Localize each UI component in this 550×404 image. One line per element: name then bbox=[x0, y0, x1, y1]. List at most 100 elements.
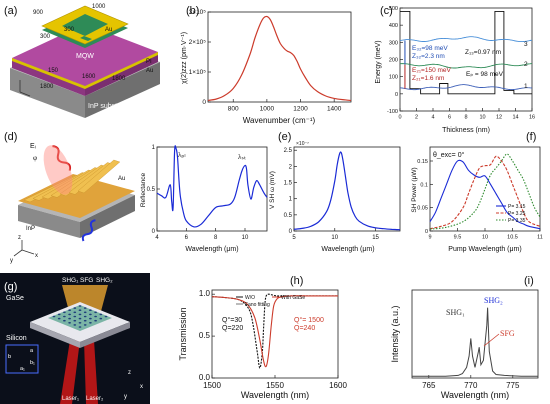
crystal-hole bbox=[94, 319, 97, 322]
crystal-hole bbox=[78, 326, 82, 328]
grating-substrate-front bbox=[18, 205, 80, 238]
y-tick-label: 2×10⁵ bbox=[189, 39, 207, 46]
y-tick-label: 3×10⁵ bbox=[189, 9, 207, 16]
unit-a1: a₁ bbox=[20, 366, 25, 372]
au-grating-label: Au bbox=[118, 176, 125, 182]
panel-d-series-line bbox=[156, 145, 268, 228]
grating-stripe bbox=[77, 159, 121, 194]
crystal-hole bbox=[94, 311, 97, 314]
panel-label-a: (a) bbox=[4, 5, 17, 17]
x-tick-label: 800 bbox=[228, 106, 239, 113]
y-tick-label: 2.5 bbox=[284, 148, 293, 154]
panel-b-series-line bbox=[207, 15, 352, 102]
crystal-hole bbox=[63, 311, 66, 314]
panel-d-xlabel: Wavelength (μm) bbox=[185, 246, 238, 253]
conduction-band-profile bbox=[400, 10, 532, 95]
y-tick-label: 1.0 bbox=[199, 289, 211, 298]
crystal-hole bbox=[73, 315, 77, 318]
y-tick-label: 500 bbox=[389, 6, 398, 12]
phi-label: φ bbox=[33, 154, 37, 162]
dim-1800a: 1800 bbox=[40, 84, 54, 90]
panel-e-ylabel: V SH ω (mV) bbox=[269, 171, 276, 209]
panel-i-frame bbox=[411, 289, 539, 379]
crystal-hole bbox=[83, 307, 87, 309]
panel-label-f: (f) bbox=[526, 131, 536, 143]
panel-d-peak-1: λₚₗ bbox=[178, 151, 186, 159]
y-tick-label: 400 bbox=[389, 23, 398, 29]
axis-arrow-x bbox=[19, 91, 31, 97]
laser1-label: Laser₁ bbox=[62, 396, 79, 402]
pi-layer-top bbox=[12, 24, 158, 86]
axes-x-arrow bbox=[21, 249, 35, 255]
crystal-hole bbox=[68, 309, 71, 312]
crystal-hole bbox=[89, 322, 92, 324]
crystal-hole bbox=[89, 313, 92, 316]
crystal-hole bbox=[52, 315, 56, 318]
panel-e-exponent: ×10⁻⁷ bbox=[296, 141, 309, 147]
substrate-label: InP substrate bbox=[88, 103, 129, 110]
crystal-hole bbox=[83, 315, 87, 318]
x-tick-label: 8 bbox=[214, 235, 218, 241]
panel-e-chart: 5 10 15 0 0.5 1 1.5 2 2.5 V SH ω (mV) Wavelength… bbox=[269, 141, 401, 253]
unit-b1: b₁ bbox=[30, 360, 35, 366]
panel-i-xlabel: Wavelength (nm) bbox=[441, 390, 509, 400]
y-tick-label: 0.15 bbox=[417, 159, 428, 165]
panel-i-chart: 765 770 775 Intensity (a.u.) Wavelength (n… bbox=[390, 289, 539, 400]
panel-label-e: (e) bbox=[278, 131, 291, 143]
substrate-right bbox=[85, 62, 160, 118]
legend-label: P= 3.35 bbox=[508, 218, 526, 224]
x-tick-label: 765 bbox=[422, 381, 436, 390]
panel-f-series bbox=[429, 153, 541, 230]
panel-i-sfg: SFG bbox=[500, 329, 515, 338]
y-tick-label: 2 bbox=[289, 164, 293, 170]
grating-stripes bbox=[23, 159, 121, 203]
shg1-label: SHG₁ bbox=[62, 277, 79, 284]
au-top-label: Au bbox=[105, 27, 112, 33]
panel-b-ticks: 800 1000 1200 1400 0 1×10⁵ 2×10⁵ 3×10⁵ bbox=[189, 9, 342, 113]
y-tick-label: 0 bbox=[395, 92, 398, 98]
grating-substrate-side bbox=[80, 195, 135, 238]
legend-label: Fano fitting bbox=[245, 302, 270, 308]
x-tick-label: 10.5 bbox=[507, 235, 518, 241]
unit-b: b bbox=[8, 354, 11, 360]
panel-i-ticks: 765 770 775 bbox=[422, 375, 520, 390]
x-tick-label: 16 bbox=[529, 115, 535, 121]
panel-d-ticks: 4 6 8 10 0 0.5 1 bbox=[147, 145, 249, 241]
panel-c-xlabel: Thickness (nm) bbox=[442, 127, 490, 134]
panel-label-c: (c) bbox=[380, 5, 393, 17]
g-axis-z: z bbox=[128, 370, 131, 376]
crystal-hole bbox=[83, 324, 87, 326]
crystal-hole bbox=[63, 319, 66, 322]
crystal-hole bbox=[83, 319, 87, 322]
panel-label-h: (h) bbox=[290, 275, 303, 287]
crystal-hole bbox=[78, 317, 82, 320]
y-tick-label: 0.0 bbox=[199, 373, 211, 382]
resonator-gap bbox=[80, 36, 92, 41]
crystal-hole bbox=[78, 305, 82, 307]
y-tick-label: 0 bbox=[202, 99, 206, 106]
panel-e-ticks: 5 10 15 0 0.5 1 1.5 2 2.5 bbox=[284, 148, 380, 241]
y-tick-label: 0.05 bbox=[417, 206, 428, 212]
axis-z-text: z bbox=[18, 235, 21, 241]
crystal-hole bbox=[104, 315, 108, 318]
crystal-hole bbox=[57, 313, 61, 316]
x-tick-label: 1400 bbox=[327, 106, 342, 113]
x-tick-label: 15 bbox=[372, 235, 379, 241]
panel-h-q-left: Q=220 bbox=[222, 325, 243, 332]
x-tick-label: 6 bbox=[448, 115, 451, 121]
panel-label-i: (i) bbox=[524, 275, 534, 287]
x-tick-label: 9.5 bbox=[454, 235, 462, 241]
crystal-hole bbox=[99, 313, 103, 316]
dim-1600: 1600 bbox=[82, 74, 96, 80]
panel-c-ep: Eₚ = 98 meV bbox=[466, 71, 504, 78]
panel-b-xlabel: Wavenumber (cm⁻¹) bbox=[243, 116, 316, 125]
panel-c-z13: Z₁₃=0.97 nm bbox=[465, 49, 501, 56]
crystal-hole bbox=[83, 311, 87, 314]
dim-1000: 1000 bbox=[92, 4, 106, 10]
dim-300a: 300 bbox=[64, 27, 75, 33]
dim-300b: 300 bbox=[40, 34, 51, 40]
panel-e-frame bbox=[293, 146, 401, 232]
